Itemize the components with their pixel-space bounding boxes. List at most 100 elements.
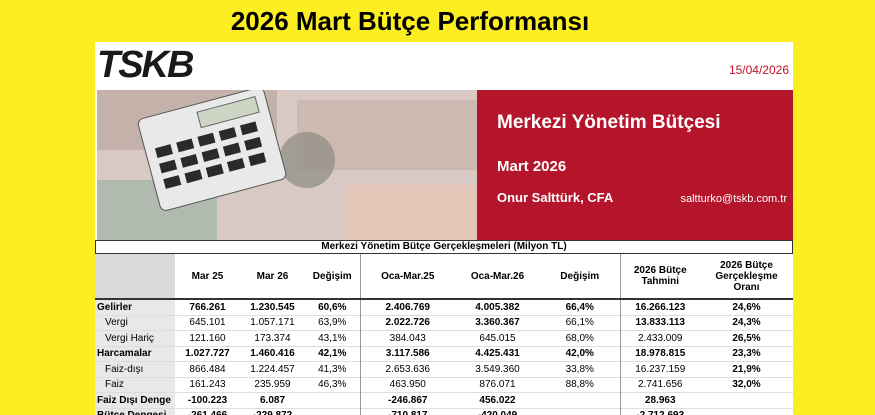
cell: 33,8% (565, 363, 594, 375)
row-label: Faiz-dışı (95, 361, 175, 377)
budget-table: Merkezi Yönetim Bütçe Gerçekleşmeleri (M… (95, 240, 793, 415)
table-row: Faiz-dışı 866.484 1.224.457 41,3% 2.653.636 3… (95, 361, 793, 377)
cell: 1.057.171 (250, 317, 295, 329)
cell: 42,0% (565, 348, 594, 360)
table-row: Faiz 161.243 235.959 46,3% 463.950 876.071 88,… (95, 377, 793, 393)
table-row: Faiz Dışı Denge -100.223 6.087 -246.867 456.… (95, 392, 793, 409)
cell: 66,4% (565, 301, 594, 313)
banner: Merkezi Yönetim Bütçesi Mart 2026 Onur S… (97, 90, 793, 240)
cell: 3.117.586 (359, 346, 455, 362)
cell: 161.243 (189, 379, 226, 391)
cell: 3.549.360 (475, 363, 520, 375)
cell: -246.867 (359, 392, 455, 408)
banner-title: Merkezi Yönetim Bütçesi (497, 112, 721, 133)
cell (305, 408, 360, 415)
cell: 88,8% (565, 379, 594, 391)
cell: -2.712.693 (619, 408, 700, 415)
cell: 18.978.815 (619, 346, 700, 362)
cell: 876.071 (479, 379, 516, 391)
column-header: Mar 25 (175, 254, 240, 300)
cell: 456.022 (479, 394, 516, 406)
cell: 1.027.727 (185, 348, 230, 360)
cell: 21,9% (732, 363, 761, 375)
cell (540, 393, 620, 409)
cell: 42,1% (318, 348, 347, 360)
cell: 46,3% (318, 379, 347, 391)
column-header: Oca-Mar.25 (359, 254, 455, 300)
cell: 16.237.159 (619, 361, 700, 377)
cell: 2.741.656 (619, 377, 700, 393)
logo: TSKB (97, 44, 194, 86)
row-label: Vergi (95, 315, 175, 331)
cell: 68,0% (565, 332, 594, 344)
cell: 13.833.113 (619, 315, 700, 331)
cell: 1.230.545 (250, 301, 295, 313)
cell: 23,3% (732, 348, 761, 360)
row-label: Bütçe Dengesi (95, 408, 175, 415)
cell: 866.484 (189, 363, 226, 375)
cell: 766.261 (189, 301, 226, 313)
column-header: 2026 Bütçe Tahmini (619, 254, 700, 300)
cell: 1.224.457 (250, 363, 295, 375)
table-body: Gelirler 766.261 1.230.545 60,6% 2.406.769 4.… (95, 299, 793, 415)
cell: -420.049 (455, 408, 540, 415)
cell: -229.872 (240, 408, 305, 415)
cell: 1.460.416 (250, 348, 295, 360)
cell: 121.160 (189, 332, 226, 344)
header-row: Mar 25 Mar 26 Değişim Oca-Mar.25 Oca-Mar.26 D… (95, 254, 793, 300)
report-date: 15/04/2026 (728, 63, 789, 77)
cell: 4.005.382 (475, 301, 520, 313)
banner-author: Onur Salttürk, CFA (497, 190, 614, 205)
cell: 384.043 (359, 330, 455, 346)
table-row: Bütçe Dengesi-261.466-229.872 -710.817-42… (95, 408, 793, 415)
column-header: Değişim (540, 254, 620, 300)
cell (305, 393, 360, 409)
cell: -100.223 (187, 394, 228, 406)
column-header: Oca-Mar.26 (455, 254, 540, 300)
cell: 24,6% (732, 301, 761, 313)
cell: 24,3% (732, 317, 761, 329)
row-label: Faiz Dışı Denge (95, 392, 175, 408)
cell: 2.022.726 (359, 315, 455, 331)
banner-period: Mart 2026 (497, 158, 567, 175)
row-label: Vergi Hariç (95, 330, 175, 346)
cell: 41,3% (318, 363, 347, 375)
row-label: Gelirler (95, 299, 175, 315)
cell (700, 408, 793, 415)
cell: 16.266.123 (619, 299, 700, 315)
report-panel: TSKB 15/04/2026 Merkezi Yönetim Bütçesi … (95, 42, 793, 415)
column-header: Değişim (305, 254, 360, 300)
cell: 60,6% (318, 301, 347, 313)
cell: 43,1% (318, 332, 347, 344)
cell: 4.425.431 (475, 348, 520, 360)
cell: 463.950 (359, 377, 455, 393)
cell: 28.963 (619, 392, 700, 408)
cell: -710.817 (359, 408, 455, 415)
cell: 32,0% (732, 379, 761, 391)
cell: 173.374 (254, 332, 291, 344)
table-row: Vergi Hariç 121.160 173.374 43,1% 384.043 645… (95, 330, 793, 346)
cell: 2.406.769 (359, 299, 455, 315)
header-corner (95, 254, 175, 300)
cell: 66,1% (565, 317, 594, 329)
column-header: Mar 26 (240, 254, 305, 300)
cell: 6.087 (259, 394, 286, 406)
cell (540, 408, 620, 415)
cell: 26,5% (732, 332, 761, 344)
column-header: 2026 Bütçe Gerçekleşme Oranı (700, 254, 793, 300)
table-row: Vergi 645.101 1.057.171 63,9% 2.022.726 3.360… (95, 315, 793, 331)
cell: -261.466 (175, 408, 240, 415)
table-caption: Merkezi Yönetim Bütçe Gerçekleşmeleri (M… (95, 240, 793, 254)
row-label: Faiz (95, 377, 175, 393)
cell: 2.433.009 (619, 330, 700, 346)
table-row: Harcamalar 1.027.727 1.460.416 42,1% 3.117.5… (95, 346, 793, 362)
table-row: Gelirler 766.261 1.230.545 60,6% 2.406.769 4.… (95, 299, 793, 315)
cell: 63,9% (318, 317, 347, 329)
cell: 645.101 (189, 317, 226, 329)
cell: 2.653.636 (359, 361, 455, 377)
cell: 645.015 (479, 332, 516, 344)
cell: 3.360.367 (475, 317, 520, 329)
cell (700, 393, 793, 409)
banner-email: saltturko@tskb.com.tr (680, 193, 787, 205)
